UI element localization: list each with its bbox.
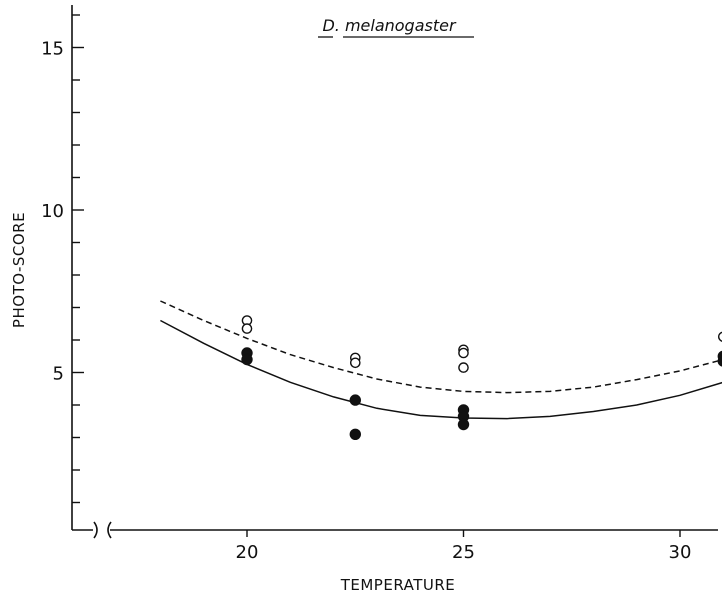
x-axis-label: TEMPERATURE [340,576,456,594]
y-tick-label: 15 [41,39,64,60]
ticks: 202530354051015 [41,14,692,563]
solid-fit-curve [160,319,722,420]
axes [71,5,718,539]
y-tick-label: 10 [41,201,64,222]
filled-data-point [349,394,361,406]
x-axis-break-mark [93,521,112,539]
x-tick-label: 30 [669,542,692,563]
open-data-point [241,323,253,334]
y-axis-label: PHOTO-SCORE [10,212,28,328]
filled-data-point [241,353,253,366]
x-tick-label: 20 [236,542,259,563]
open-data-point [349,357,361,369]
filled-data-point [717,355,722,367]
open-data-point [718,331,722,342]
dashed-fit-curve [160,300,722,394]
y-tick-label: 5 [53,364,64,385]
x-tick-label: 25 [452,542,475,563]
filled-data-point [349,428,361,440]
fitted-curves [160,300,722,420]
data-points [241,315,722,440]
open-data-point [458,362,469,373]
chart-title: D. melanogaster [322,16,457,35]
open-data-point [458,347,469,359]
filled-data-point [457,418,470,431]
